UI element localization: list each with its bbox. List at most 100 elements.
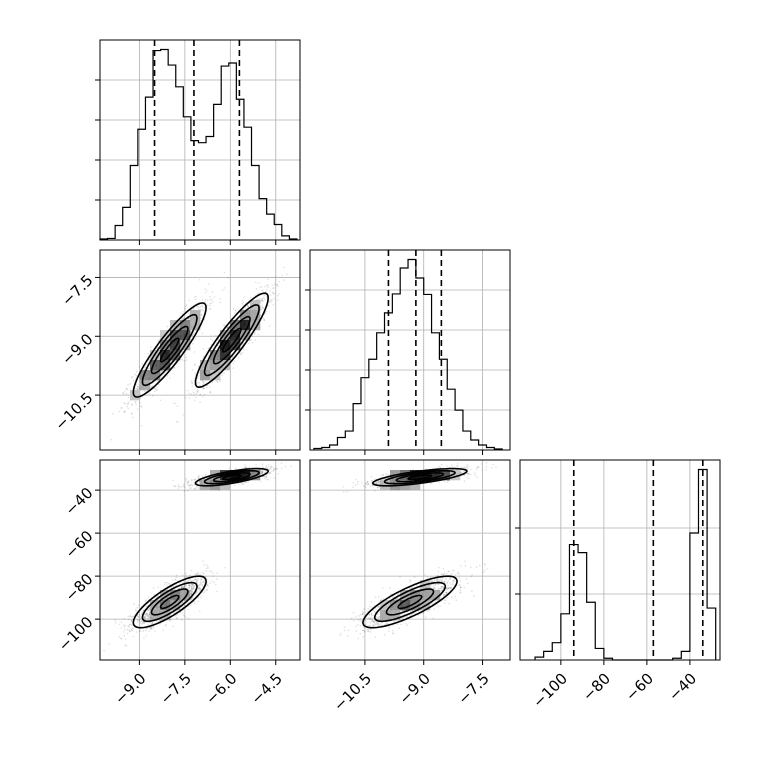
contour-line [203, 304, 260, 377]
scatter-point [182, 316, 184, 319]
scatter-point [259, 298, 261, 300]
scatter-point [278, 293, 280, 295]
scatter-point [261, 299, 263, 302]
scatter-point [265, 476, 268, 479]
scatter-point [171, 586, 174, 588]
scatter-point [198, 587, 200, 590]
scatter-point [200, 313, 203, 316]
density-panel-3-1 [95, 459, 301, 665]
scatter-point [257, 298, 259, 301]
scatter-point [248, 342, 250, 345]
scatter-point [190, 588, 192, 590]
scatter-point [150, 628, 152, 630]
scatter-point [164, 372, 166, 374]
scatter-point [249, 466, 251, 468]
scatter-point [112, 412, 114, 415]
scatter-point [118, 635, 121, 638]
scatter-point [243, 296, 246, 298]
scatter-point [202, 387, 205, 390]
scatter-point [140, 405, 142, 407]
scatter-point [123, 624, 125, 626]
scatter-point [126, 387, 128, 390]
scatter-point [131, 628, 133, 630]
scatter-point [120, 638, 123, 640]
scatter-point [137, 385, 139, 388]
density-cell [230, 330, 241, 341]
scatter-point [192, 580, 195, 582]
scatter-point [138, 376, 141, 378]
scatter-point [234, 309, 237, 312]
scatter-point [209, 582, 212, 584]
scatter-point [108, 642, 110, 645]
scatter-point [141, 623, 144, 625]
scatter-point [135, 388, 138, 390]
scatter-point [137, 616, 140, 618]
scatter-point [246, 305, 248, 307]
scatter-point [290, 465, 293, 468]
scatter-point [199, 573, 201, 575]
scatter-point [216, 381, 219, 383]
scatter-point [224, 566, 226, 569]
scatter-point [191, 588, 194, 591]
density-cell [250, 320, 261, 331]
scatter-point [134, 609, 137, 612]
scatter-point [144, 617, 147, 620]
scatter-point [199, 384, 201, 387]
scatter-point [266, 288, 268, 291]
scatter-point [134, 401, 137, 403]
scatter-point [145, 613, 147, 615]
scatter-point [148, 359, 151, 361]
scatter-point [199, 308, 202, 311]
scatter-point [203, 591, 205, 594]
scatter-point [197, 377, 199, 379]
scatter-point [264, 298, 266, 301]
scatter-point [238, 483, 240, 485]
scatter-point [124, 638, 127, 641]
scatter-point [152, 587, 155, 589]
scatter-point [145, 605, 148, 608]
scatter-point [277, 285, 280, 288]
scatter-point [152, 382, 154, 385]
scatter-point [192, 308, 195, 310]
scatter-point [179, 611, 181, 614]
scatter-point [135, 370, 138, 373]
scatter-point [128, 625, 130, 627]
scatter-point [143, 622, 145, 624]
scatter-point [204, 288, 206, 290]
scatter-point [144, 601, 146, 603]
scatter-point [206, 289, 208, 292]
scatter-point [261, 463, 264, 466]
scatter-point [188, 397, 191, 399]
scatter-point [196, 485, 199, 488]
scatter-point [190, 598, 193, 601]
scatter-point [148, 607, 150, 610]
scatter-point [219, 380, 221, 383]
scatter-point [265, 470, 268, 472]
scatter-point [188, 299, 191, 302]
scatter-point [182, 318, 185, 320]
scatter-point [192, 391, 195, 394]
scatter-point [198, 590, 201, 592]
scatter-point [131, 630, 134, 632]
scatter-point [188, 575, 190, 577]
density-cell [240, 320, 251, 331]
scatter-point [175, 576, 178, 579]
scatter-point [188, 584, 191, 586]
scatter-point [196, 388, 199, 391]
scatter-point [178, 587, 180, 590]
contour-line [132, 302, 207, 398]
scatter-point [193, 333, 195, 335]
scatter-point [205, 588, 208, 591]
scatter-point [185, 479, 187, 481]
scatter-point [261, 471, 264, 474]
scatter-point [186, 580, 189, 583]
scatter-point [264, 290, 267, 293]
scatter-point [193, 488, 196, 490]
scatter-point [120, 621, 123, 623]
scatter-point [259, 286, 261, 289]
scatter-point [263, 294, 266, 297]
scatter-point [195, 338, 197, 340]
scatter-point [137, 616, 140, 618]
scatter-point [198, 477, 200, 479]
scatter-point [191, 590, 193, 593]
